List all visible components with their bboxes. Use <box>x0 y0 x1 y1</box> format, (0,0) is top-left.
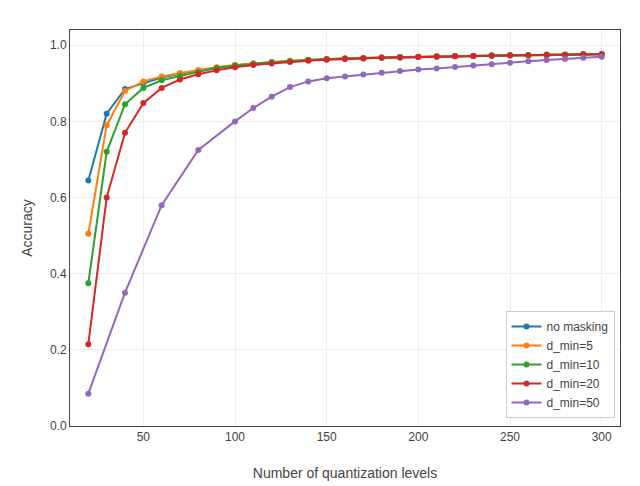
svg-text:250: 250 <box>500 430 520 444</box>
svg-text:0.0: 0.0 <box>50 419 67 433</box>
svg-text:d_min=50: d_min=50 <box>547 396 600 410</box>
svg-text:0.6: 0.6 <box>50 191 67 205</box>
svg-text:Accuracy: Accuracy <box>19 199 35 257</box>
svg-text:d_min=10: d_min=10 <box>547 358 600 372</box>
svg-text:200: 200 <box>408 430 428 444</box>
svg-text:150: 150 <box>317 430 337 444</box>
svg-text:100: 100 <box>225 430 245 444</box>
svg-text:0.4: 0.4 <box>50 267 67 281</box>
svg-text:0.8: 0.8 <box>50 115 67 129</box>
svg-text:d_min=5: d_min=5 <box>547 339 594 353</box>
svg-text:50: 50 <box>137 430 151 444</box>
svg-text:Number of quantization levels: Number of quantization levels <box>253 465 437 481</box>
svg-text:0.2: 0.2 <box>50 343 67 357</box>
svg-text:no masking: no masking <box>547 320 608 334</box>
svg-text:300: 300 <box>592 430 612 444</box>
svg-text:1.0: 1.0 <box>50 38 67 52</box>
svg-text:d_min=20: d_min=20 <box>547 377 600 391</box>
